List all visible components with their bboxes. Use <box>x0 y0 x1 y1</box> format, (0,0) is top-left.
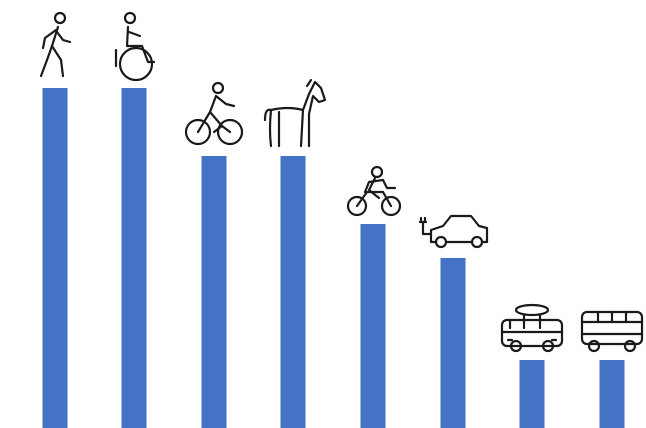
camper-van-icon <box>500 303 564 353</box>
bar-camper-van <box>519 360 545 428</box>
bar-walking <box>42 88 68 428</box>
bus-icon <box>580 310 644 353</box>
wheelchair-user-icon <box>114 11 156 82</box>
bar-electric-car <box>440 258 466 428</box>
bar-wheelchair <box>121 88 147 428</box>
bars-group <box>42 88 625 428</box>
horse-icon <box>263 78 327 148</box>
bar-horse <box>280 156 306 428</box>
bar-bicycle <box>201 156 227 428</box>
motorcyclist-icon <box>346 165 402 217</box>
bar-bus <box>599 360 625 428</box>
cyclist-icon <box>184 81 244 146</box>
electric-car-icon <box>418 214 489 249</box>
bar-motorcycle <box>360 224 386 428</box>
icons-group <box>39 11 644 353</box>
walking-person-icon <box>39 11 72 78</box>
